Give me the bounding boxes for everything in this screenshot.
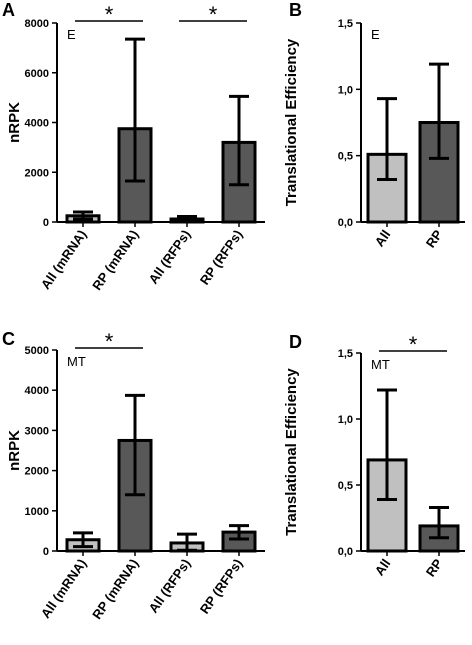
- panel-d-y-axis-label: Translational Efficiency: [283, 368, 300, 536]
- panel-d: D MT Translational Efficiency 0,0 0,5 1,0 1,5 A…: [283, 332, 465, 580]
- panel-c-y-tick-label: 5000: [25, 345, 49, 357]
- panel-d-category-label-2: RP: [423, 556, 446, 580]
- panel-b-y-tick-label: 0,0: [338, 217, 353, 229]
- panel-a-condition-label: E: [67, 27, 76, 42]
- panel-a-category-label-2: RP (mRNA): [89, 227, 141, 293]
- panel-b-y-tick-label: 1,5: [338, 18, 353, 30]
- panel-c-condition-label: MT: [67, 354, 86, 369]
- panel-a-y-tick-label: 6000: [25, 68, 49, 80]
- panel-c-y-tick-label: 4000: [25, 385, 49, 397]
- panel-a-y-tick-label: 4000: [25, 118, 49, 130]
- panel-c-category-label-3: All (RFPs): [146, 556, 194, 615]
- panel-c-category-label-1: All (mRNA): [38, 556, 90, 621]
- panel-d-condition-label: MT: [371, 357, 390, 372]
- panel-b-y-tick-label: 1,0: [338, 84, 353, 96]
- panel-c-y-tick-label: 0: [43, 546, 49, 558]
- panel-b-y-axis-label: Translational Efficiency: [283, 38, 300, 206]
- panel-a-significance-star-2: *: [209, 2, 218, 27]
- panel-a-category-label-3: All (RFPs): [146, 227, 194, 286]
- panel-a-y-tick-label: 8000: [25, 18, 49, 30]
- panel-a-y-tick-label: 0: [43, 217, 49, 229]
- panel-d-y-tick-label: 1,0: [338, 414, 353, 426]
- panel-d-y-tick-label: 0,0: [338, 546, 353, 558]
- panel-d-y-tick-label: 1,5: [338, 348, 353, 360]
- panel-d-category-label-1: All: [372, 556, 394, 578]
- panel-b-category-label-1: All: [372, 227, 394, 249]
- panel-c-y-tick-label: 2000: [25, 466, 49, 478]
- panel-b-letter: B: [289, 0, 302, 20]
- panel-b-category-label-2: RP: [423, 227, 446, 251]
- panel-c-significance-star-1: *: [105, 329, 114, 354]
- panel-d-letter: D: [289, 332, 302, 352]
- panel-a-y-tick-label: 2000: [25, 167, 49, 179]
- panel-a-letter: A: [2, 0, 15, 20]
- panel-c-letter: C: [2, 329, 15, 349]
- panel-c-category-label-4: RP (RFPs): [197, 556, 246, 616]
- panel-a-y-axis-label: nRPK: [6, 102, 23, 143]
- panel-d-significance-star-1: *: [409, 332, 418, 357]
- panel-c-category-label-2: RP (mRNA): [89, 556, 141, 622]
- panel-b-condition-label: E: [371, 27, 380, 42]
- panel-d-y-tick-label: 0,5: [338, 480, 353, 492]
- panel-c-y-axis-label: nRPK: [6, 430, 23, 471]
- panel-a-category-label-4: RP (RFPs): [197, 227, 246, 287]
- panel-b: B E Translational Efficiency 0,0 0,5 1,0 1,5 Al…: [283, 0, 465, 251]
- panel-a-significance-star-1: *: [105, 2, 114, 27]
- panel-c-y-tick-label: 3000: [25, 425, 49, 437]
- panel-a-category-label-1: All (mRNA): [38, 227, 90, 292]
- panel-c-y-tick-label: 1000: [25, 506, 49, 518]
- panel-b-y-tick-label: 0,5: [338, 151, 353, 163]
